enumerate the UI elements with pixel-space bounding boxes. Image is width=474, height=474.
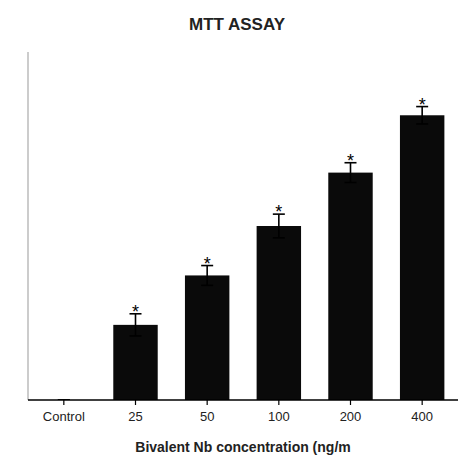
x-tick <box>207 400 208 405</box>
error-cap <box>273 237 285 239</box>
error-cap <box>345 182 357 184</box>
title: MTT ASSAY <box>189 15 286 34</box>
significance-label: * <box>275 202 282 222</box>
chart-container: MTT ASSAY * * * * * Control 25 50 100 200 400 Bivale… <box>0 0 474 474</box>
x-tick-label: Control <box>43 409 85 424</box>
x-tick-label: 50 <box>200 409 214 424</box>
bar <box>328 173 372 400</box>
x-axis-label: Bivalent Nb concentration (ng/m <box>135 439 350 455</box>
marks <box>58 107 445 400</box>
significance-label: * <box>419 95 426 115</box>
significance-label: * <box>204 254 211 274</box>
error-cap <box>130 335 142 337</box>
bar <box>113 325 157 400</box>
bar <box>400 115 444 400</box>
significance-label: * <box>132 302 139 322</box>
x-axis-line <box>28 399 458 401</box>
x-tick <box>63 400 64 405</box>
x-tick <box>278 400 279 405</box>
bar <box>257 226 301 400</box>
x-tick-label: 100 <box>268 409 290 424</box>
x-tick-label: 25 <box>128 409 142 424</box>
y-axis-line <box>28 52 29 400</box>
chart: MTT ASSAY * * * * * Control 25 50 100 200 400 Bivale… <box>0 0 474 474</box>
error-cap <box>201 285 213 287</box>
x-tick <box>350 400 351 405</box>
x-tick <box>422 400 423 405</box>
significance-label: * <box>347 151 354 171</box>
x-tick-label: 200 <box>340 409 362 424</box>
bar <box>185 275 229 400</box>
x-tick-label: 400 <box>411 409 433 424</box>
x-tick <box>135 400 136 405</box>
error-cap <box>416 123 428 125</box>
